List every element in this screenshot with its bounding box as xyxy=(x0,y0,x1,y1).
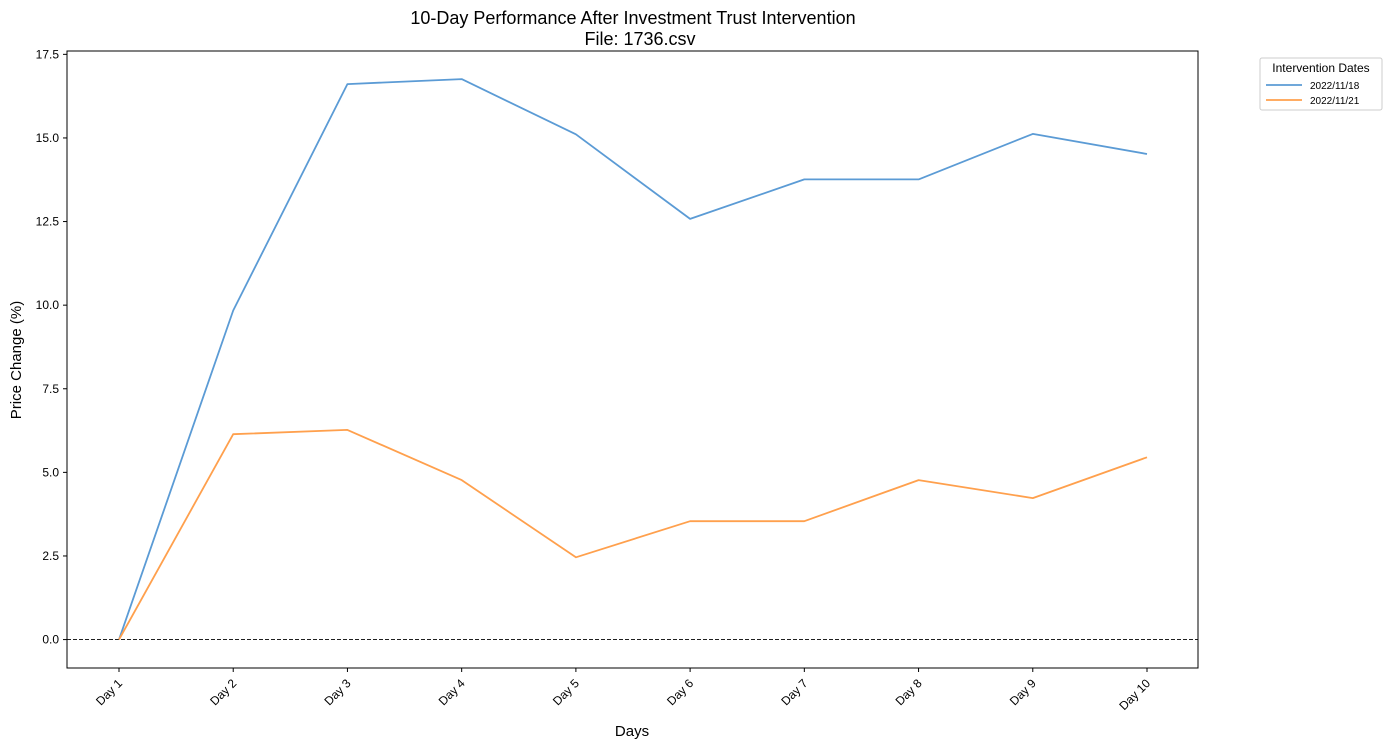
series-lines xyxy=(118,78,1148,641)
legend-label-series-1: 2022/11/18 xyxy=(1310,81,1360,92)
x-tick-label: Day 5 xyxy=(550,676,582,708)
x-axis-label: Days xyxy=(615,723,649,740)
y-tick-label: 17.5 xyxy=(36,47,60,61)
chart-title: 10-Day Performance After Investment Trus… xyxy=(410,8,855,28)
x-tick-label: Day 10 xyxy=(1116,676,1153,713)
legend-box xyxy=(1259,57,1383,111)
series-line-2 xyxy=(118,428,1148,641)
x-tick-label: Day 7 xyxy=(778,676,810,708)
y-tick-label: 12.5 xyxy=(36,215,60,229)
x-tick-label: Day 2 xyxy=(207,676,239,708)
x-axis-ticks: Day 1 Day 2 Day 3 Day 4 Day 5 Day 6 Day 7 Day 8… xyxy=(93,668,1153,713)
y-tick-label: 5.0 xyxy=(42,465,59,479)
x-tick-label: Day 9 xyxy=(1007,676,1039,708)
x-tick-label: Day 4 xyxy=(436,676,468,708)
y-tick-label: 15.0 xyxy=(36,131,60,145)
x-tick-label: Day 1 xyxy=(93,676,125,708)
x-tick-label: Day 8 xyxy=(893,676,925,708)
legend-title: Intervention Dates xyxy=(1272,61,1369,75)
y-tick-label: 7.5 xyxy=(42,382,59,396)
y-tick-label: 0.0 xyxy=(42,633,59,647)
y-axis-ticks: 0.0 2.5 5.0 7.5 10.0 12.5 15.0 17.5 xyxy=(36,47,67,647)
legend: Intervention Dates 2022/11/18 2022/11/21 xyxy=(1259,57,1383,111)
x-tick-label: Day 6 xyxy=(664,676,696,708)
y-axis-label: Price Change (%) xyxy=(8,301,25,419)
plot-area xyxy=(66,50,1199,669)
y-tick-label: 2.5 xyxy=(42,549,59,563)
y-tick-label: 10.0 xyxy=(36,298,60,312)
legend-label-series-2: 2022/11/21 xyxy=(1310,96,1360,107)
chart-subtitle: File: 1736.csv xyxy=(584,29,695,49)
x-tick-label: Day 3 xyxy=(321,676,353,708)
series-line-1 xyxy=(118,78,1148,640)
